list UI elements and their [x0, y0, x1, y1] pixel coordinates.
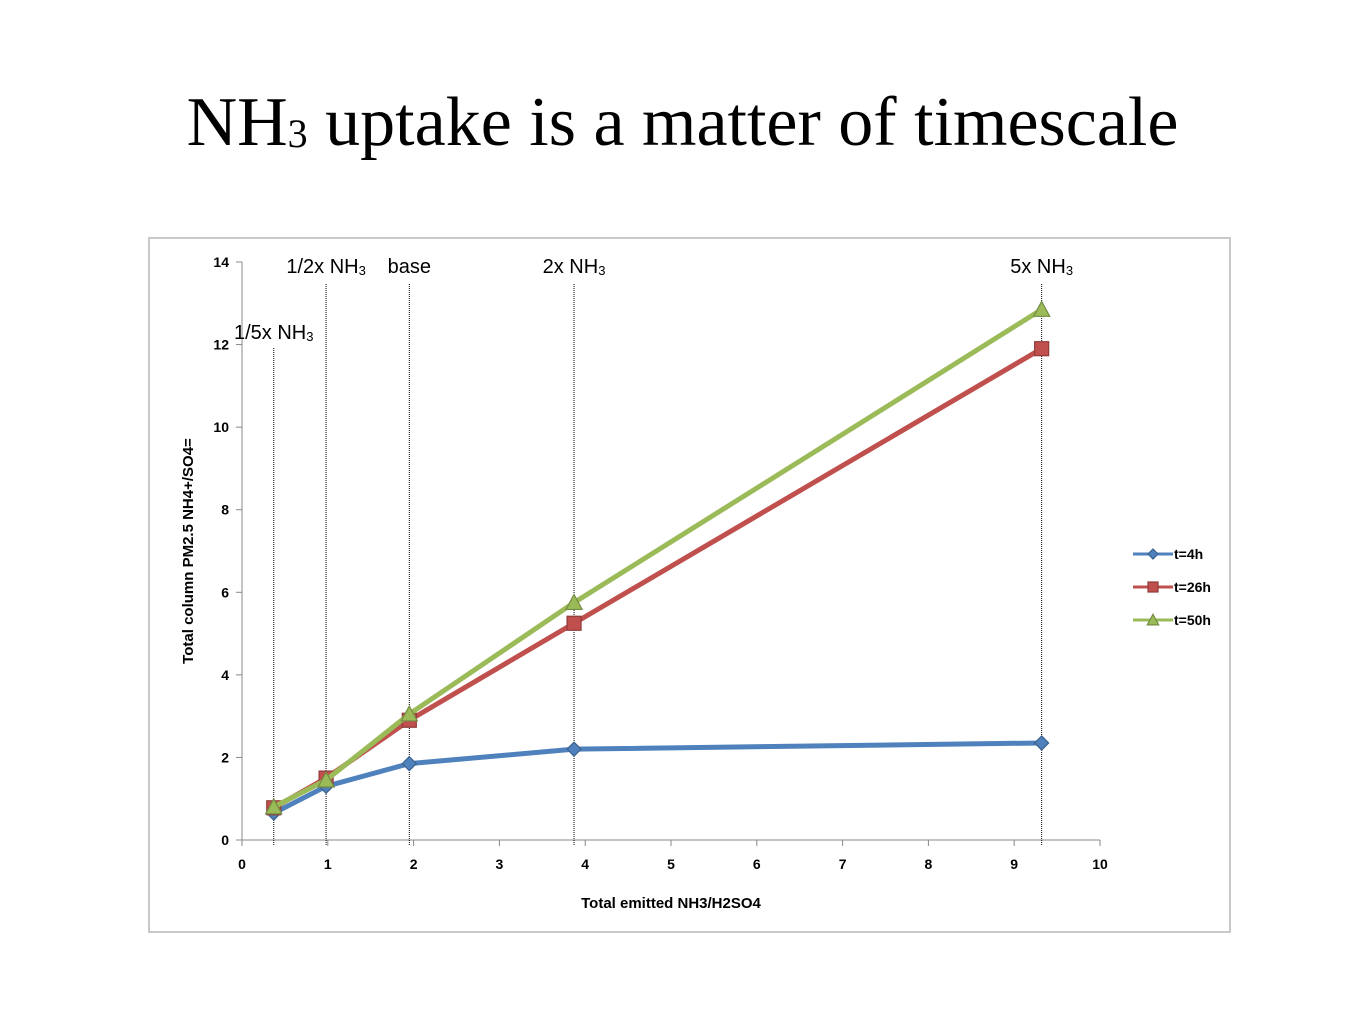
legend-item: t=4h	[1133, 546, 1203, 562]
x-axis-label: Total emitted NH3/H2SO4	[581, 895, 761, 912]
x-tick-label: 8	[925, 856, 933, 872]
legend-label: t=4h	[1174, 546, 1203, 562]
chart-frame: 0 2 4 6 8 10 12 14 0 1 2 3 4 5 6 7 8 9 10 Total emitted NH3…	[148, 237, 1231, 933]
data-point	[1033, 735, 1050, 751]
y-tick-label: 4	[221, 667, 229, 683]
x-tick-label: 1	[324, 856, 332, 872]
title-main: NH	[186, 84, 288, 161]
x-tick-label: 9	[1010, 856, 1018, 872]
series-t-4h	[265, 735, 1050, 822]
title-rest: uptake is a matter of timescale	[307, 84, 1179, 161]
x-tick-label: 7	[839, 856, 847, 872]
annotation-label: 5x NH3	[1010, 256, 1073, 278]
x-tick-label: 4	[581, 856, 589, 872]
annotation-label: base	[388, 256, 431, 278]
x-tick-label: 10	[1092, 856, 1108, 872]
y-tick-label: 10	[213, 419, 229, 435]
annotation-label: 2x NH3	[543, 256, 606, 278]
data-point	[1032, 300, 1051, 317]
legend-item: t=50h	[1133, 612, 1211, 628]
data-point	[317, 770, 336, 788]
series-line	[271, 346, 1045, 811]
y-tick-label: 14	[213, 254, 229, 270]
y-tick-label: 0	[221, 832, 229, 848]
data-point	[564, 593, 584, 611]
legend-label: t=50h	[1174, 612, 1211, 628]
legend-label: t=26h	[1174, 579, 1211, 595]
x-tick-label: 5	[667, 856, 675, 872]
legend-marker	[1147, 548, 1159, 560]
y-tick-label: 8	[221, 502, 229, 518]
y-tick-label: 12	[213, 337, 229, 353]
y-axis-label: Total column PM2.5 NH4+/SO4=	[180, 438, 197, 664]
series-t-50h	[264, 300, 1051, 815]
legend-item: t=26h	[1133, 579, 1211, 595]
annotation-label: 1/2x NH3	[286, 256, 365, 278]
slide-title: NH3 uptake is a matter of timescale	[0, 88, 1365, 158]
x-tick-label: 2	[410, 856, 418, 872]
legend-marker	[1146, 612, 1160, 626]
data-point	[1034, 341, 1050, 357]
x-tick-label: 0	[238, 856, 246, 872]
x-tick-label: 6	[753, 856, 761, 872]
data-point	[566, 615, 582, 631]
series-line	[271, 306, 1045, 810]
y-tick-label: 6	[221, 584, 229, 600]
y-tick-label: 2	[221, 749, 229, 765]
data-point	[264, 797, 283, 815]
legend-marker	[1147, 581, 1159, 593]
title-subscript: 3	[287, 111, 308, 156]
data-point	[401, 755, 418, 772]
data-point	[400, 704, 419, 722]
annotation-label: 1/5x NH3	[234, 322, 313, 344]
x-tick-label: 3	[496, 856, 504, 872]
series-line	[271, 740, 1045, 816]
data-point	[566, 741, 582, 758]
